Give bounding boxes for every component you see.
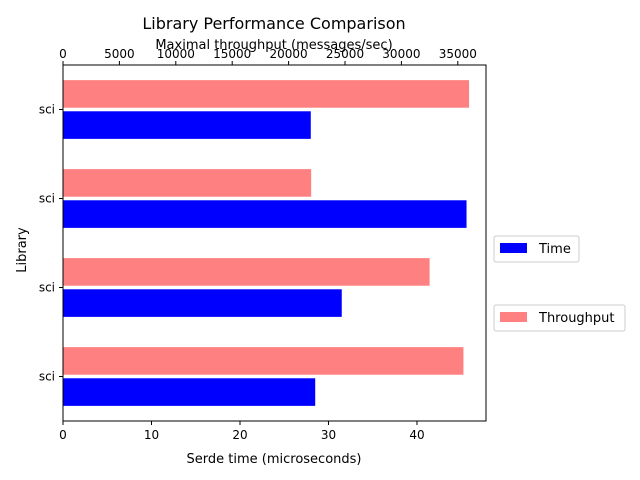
legend-throughput-label: Throughput (538, 311, 615, 326)
top-tick-label-0: 0 (59, 47, 67, 61)
bar-throughput-0 (63, 80, 470, 108)
legend-time-box (493, 235, 580, 263)
bottom-tick-label-0: 0 (59, 428, 67, 442)
bar-time-2 (63, 289, 342, 317)
legend-throughput-swatch (500, 312, 527, 322)
legend-time[interactable]: Time (493, 235, 580, 263)
top-tick-label-1: 5000 (104, 47, 135, 61)
y-tick-label-3: sci (39, 370, 55, 384)
y-axis-label: Library (15, 227, 30, 273)
bar-time-0 (63, 111, 311, 139)
bar-time-3 (63, 378, 316, 406)
bottom-tick-label-4: 40 (409, 428, 424, 442)
legend-time-swatch (500, 243, 527, 253)
bottom-tick-label-1: 10 (144, 428, 159, 442)
legend-throughput[interactable]: Throughput (493, 304, 626, 332)
top-tick-label-4: 20000 (270, 47, 308, 61)
y-axis-ticks: sci sci sci sci (39, 103, 63, 384)
bar-throughput-3 (63, 347, 464, 375)
bars-layer (63, 80, 470, 406)
bottom-axis-ticks: 0 10 20 30 40 (59, 421, 425, 442)
bottom-tick-label-2: 20 (232, 428, 247, 442)
bar-throughput-1 (63, 169, 312, 197)
y-tick-label-2: sci (39, 281, 55, 295)
top-tick-label-3: 15000 (213, 47, 251, 61)
top-tick-label-5: 25000 (326, 47, 364, 61)
top-tick-label-2: 10000 (157, 47, 195, 61)
legend-time-label: Time (538, 242, 571, 257)
top-axis-ticks: 0 5000 10000 15000 20000 25000 30000 35000 (59, 47, 477, 65)
bar-time-1 (63, 200, 467, 228)
top-tick-label-7: 35000 (439, 47, 477, 61)
bottom-tick-label-3: 30 (321, 428, 336, 442)
top-axis-label: Maximal throughput (messages/sec) (155, 38, 392, 53)
bottom-axis-label: Serde time (microseconds) (187, 452, 362, 467)
y-tick-label-0: sci (39, 103, 55, 117)
chart-title: Library Performance Comparison (142, 14, 405, 33)
legend-throughput-box (493, 304, 626, 332)
top-tick-label-6: 30000 (382, 47, 420, 61)
plot-frame (62, 64, 487, 422)
y-tick-label-1: sci (39, 192, 55, 206)
bar-throughput-2 (63, 258, 430, 286)
